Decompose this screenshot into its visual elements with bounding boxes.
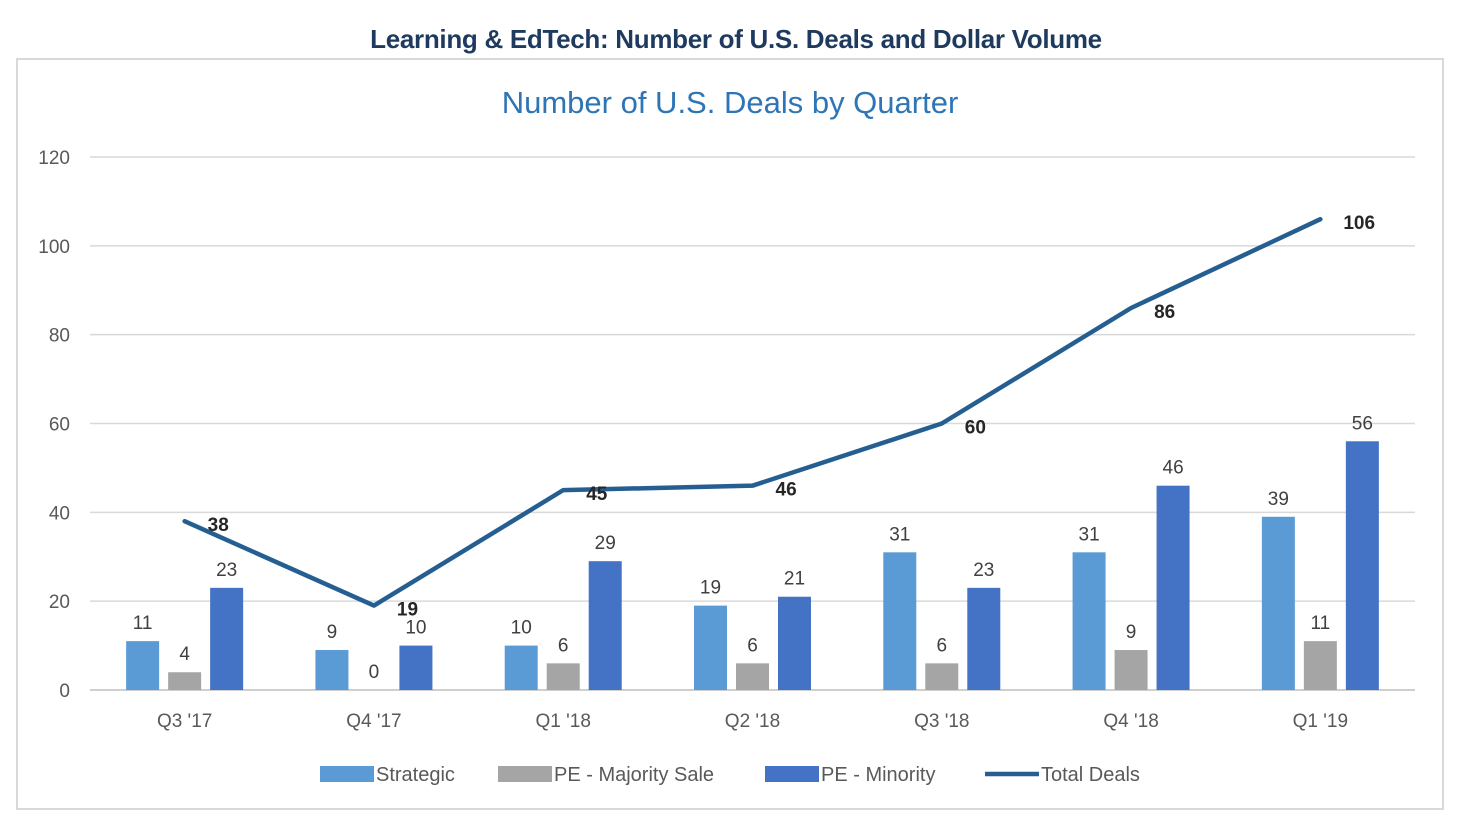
data-label-pe-majority-sale: 9 xyxy=(1126,622,1137,643)
bar-pe-minority xyxy=(1156,485,1190,690)
bar-strategic xyxy=(694,605,727,690)
x-tick-label: Q1 '18 xyxy=(536,711,591,732)
legend-swatch-strategic xyxy=(320,766,374,782)
data-label-pe-majority-sale: 6 xyxy=(936,635,947,656)
bar-strategic xyxy=(1072,552,1106,690)
legend: Strategic PE - Majority Sale PE - Minority… xyxy=(320,764,1140,786)
bar-pe-minority xyxy=(1345,441,1379,690)
bar-strategic xyxy=(883,552,917,690)
y-tick-label: 100 xyxy=(38,237,70,258)
data-label-total-deals: 38 xyxy=(208,515,229,536)
data-label-pe-minority: 23 xyxy=(973,560,994,581)
bar-pe-minority xyxy=(210,587,244,690)
data-label-pe-minority: 23 xyxy=(216,560,237,581)
data-label-pe-minority: 56 xyxy=(1352,413,1373,434)
data-label-strategic: 31 xyxy=(889,524,910,545)
x-tick-label: Q4 '17 xyxy=(346,711,401,732)
bar-strategic xyxy=(315,650,349,690)
x-tick-label: Q3 '17 xyxy=(157,711,212,732)
bar-pe-majority-sale xyxy=(1303,641,1337,690)
y-tick-label: 0 xyxy=(59,681,70,702)
data-label-total-deals: 86 xyxy=(1154,302,1175,323)
data-label-pe-majority-sale: 4 xyxy=(179,644,190,665)
legend-label-strategic: Strategic xyxy=(376,764,455,786)
data-label-pe-majority-sale: 0 xyxy=(369,662,380,683)
x-tick-label: Q2 '18 xyxy=(725,711,780,732)
bar-pe-minority xyxy=(967,587,1001,690)
page-title: Learning & EdTech: Number of U.S. Deals … xyxy=(370,24,1102,54)
gridlines xyxy=(90,156,1415,691)
legend-label-pe-majority-sale: PE - Majority Sale xyxy=(554,764,714,786)
data-label-strategic: 11 xyxy=(133,613,153,634)
data-label-strategic: 10 xyxy=(511,618,532,639)
y-tick-label: 80 xyxy=(49,326,70,347)
y-tick-label: 40 xyxy=(49,503,70,524)
x-tick-label: Q3 '18 xyxy=(914,711,969,732)
data-label-pe-minority: 21 xyxy=(784,569,805,590)
line-total-deals xyxy=(182,216,1323,608)
bar-pe-majority-sale xyxy=(546,663,580,690)
data-label-strategic: 39 xyxy=(1268,489,1289,510)
bar-strategic xyxy=(504,645,538,690)
bar-pe-majority-sale xyxy=(1114,650,1148,690)
legend-label-total-deals: Total Deals xyxy=(1041,764,1140,786)
bar-strategic xyxy=(126,641,160,690)
legend-label-pe-minority: PE - Minority xyxy=(821,764,935,786)
legend-swatch-pe-minority xyxy=(765,766,819,782)
bar-labels: 11 4 23 9 0 10 10 6 29 19 6 21 31 6 23 31 9 46 39 11 56 xyxy=(133,413,1373,683)
chart-frame xyxy=(16,58,1444,810)
x-axis: Q3 '17 Q4 '17 Q1 '18 Q2 '18 Q3 '18 Q4 '18 Q1 '… xyxy=(157,711,1348,732)
x-tick-label: Q1 '19 xyxy=(1293,711,1348,732)
x-tick-label: Q4 '18 xyxy=(1103,711,1158,732)
bar-pe-majority-sale xyxy=(736,663,769,690)
y-axis: 0 20 40 60 80 100 120 xyxy=(38,148,70,702)
bar-strategic xyxy=(1261,516,1295,690)
bars xyxy=(126,441,1379,690)
chart-title: Number of U.S. Deals by Quarter xyxy=(502,85,959,120)
data-label-pe-minority: 10 xyxy=(405,618,426,639)
bar-pe-minority xyxy=(588,561,622,690)
bar-pe-minority xyxy=(778,596,811,690)
data-label-pe-minority: 46 xyxy=(1163,458,1184,479)
data-label-total-deals: 106 xyxy=(1343,213,1375,234)
data-label-pe-majority-sale: 11 xyxy=(1310,613,1330,634)
y-tick-label: 120 xyxy=(38,148,70,169)
legend-swatch-pe-majority-sale xyxy=(498,766,552,782)
data-label-total-deals: 60 xyxy=(965,418,986,439)
y-tick-label: 20 xyxy=(49,592,70,613)
total-deals-line-layer: 38 19 45 46 60 86 106 xyxy=(182,213,1375,621)
data-label-total-deals: 45 xyxy=(586,484,608,505)
data-label-total-deals: 46 xyxy=(776,480,797,501)
y-tick-label: 60 xyxy=(49,415,70,436)
bar-pe-minority xyxy=(399,645,433,690)
data-label-strategic: 31 xyxy=(1079,524,1100,545)
data-label-strategic: 9 xyxy=(327,622,338,643)
data-label-pe-majority-sale: 6 xyxy=(558,635,569,656)
bar-pe-majority-sale xyxy=(925,663,959,690)
data-label-strategic: 19 xyxy=(700,578,721,599)
data-label-pe-majority-sale: 6 xyxy=(747,635,758,656)
data-label-total-deals: 19 xyxy=(397,600,418,621)
data-label-pe-minority: 29 xyxy=(595,533,616,554)
bar-pe-majority-sale xyxy=(168,672,202,690)
